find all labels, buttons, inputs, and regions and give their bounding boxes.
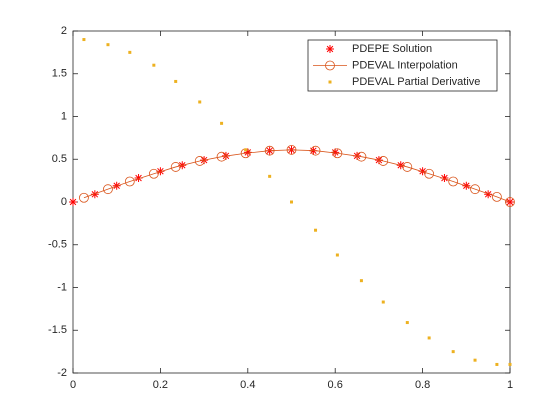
legend-marker xyxy=(326,45,334,53)
legend-label: PDEVAL Interpolation xyxy=(352,59,458,71)
marker xyxy=(495,362,499,366)
marker xyxy=(128,50,132,54)
marker xyxy=(198,100,202,104)
marker xyxy=(124,176,135,187)
marker xyxy=(69,198,77,206)
marker xyxy=(148,168,159,179)
legend: PDEPE Solution PDEVAL Interpolation PDEVAL… xyxy=(307,39,498,92)
y-tick-label: 0.5 xyxy=(52,153,67,165)
marker xyxy=(427,336,431,340)
marker xyxy=(152,63,156,67)
marker xyxy=(381,300,385,304)
marker xyxy=(424,168,435,179)
x-tick-label: 0 xyxy=(70,379,76,391)
x-tick-label: 0.6 xyxy=(328,379,343,391)
marker xyxy=(174,79,178,83)
marker xyxy=(491,191,502,202)
y-tick-label: -0.5 xyxy=(48,239,67,251)
y-tick-label: 0 xyxy=(61,196,67,208)
legend-label: PDEPE Solution xyxy=(352,43,432,55)
y-tick-label: 2 xyxy=(61,25,67,37)
marker xyxy=(243,148,252,157)
marker xyxy=(194,156,205,166)
marker xyxy=(216,151,227,162)
marker xyxy=(473,358,477,362)
marker xyxy=(440,174,449,183)
marker xyxy=(331,148,340,157)
marker xyxy=(134,174,143,183)
marker xyxy=(314,228,318,232)
marker xyxy=(484,190,493,199)
marker xyxy=(332,148,343,159)
legend-marker xyxy=(325,60,335,71)
marker xyxy=(359,279,363,283)
marker xyxy=(405,321,409,325)
legend-label: PDEVAL Partial Derivative xyxy=(352,76,480,88)
marker xyxy=(79,192,89,203)
marker xyxy=(310,145,321,156)
y-tick-label: 1.5 xyxy=(52,68,67,80)
marker xyxy=(505,197,515,207)
x-tick-label: 0.4 xyxy=(240,379,255,391)
legend-marker xyxy=(328,80,332,84)
marker xyxy=(82,38,86,42)
marker xyxy=(290,200,293,204)
marker xyxy=(448,176,459,187)
marker xyxy=(286,144,297,155)
marker xyxy=(156,167,165,176)
marker xyxy=(220,121,224,125)
y-tick-label: -2 xyxy=(57,367,67,379)
marker xyxy=(268,174,272,178)
marker xyxy=(103,184,113,195)
marker xyxy=(356,151,367,162)
marker xyxy=(335,253,339,257)
marker xyxy=(90,190,99,199)
y-tick-label: 1 xyxy=(61,110,67,122)
marker xyxy=(402,162,413,172)
y-tick-label: -1 xyxy=(57,281,67,293)
marker xyxy=(106,43,110,47)
x-tick-label: 0.8 xyxy=(415,379,430,391)
marker xyxy=(378,156,389,166)
marker xyxy=(264,145,275,156)
x-tick-label: 0.2 xyxy=(153,379,168,391)
marker xyxy=(470,184,480,195)
marker xyxy=(508,362,512,366)
y-tick-label: -1.5 xyxy=(48,324,67,336)
x-tick-label: 1 xyxy=(507,379,513,391)
marker xyxy=(170,162,181,172)
marker xyxy=(244,148,248,152)
marker xyxy=(451,350,455,354)
marker xyxy=(418,167,427,176)
